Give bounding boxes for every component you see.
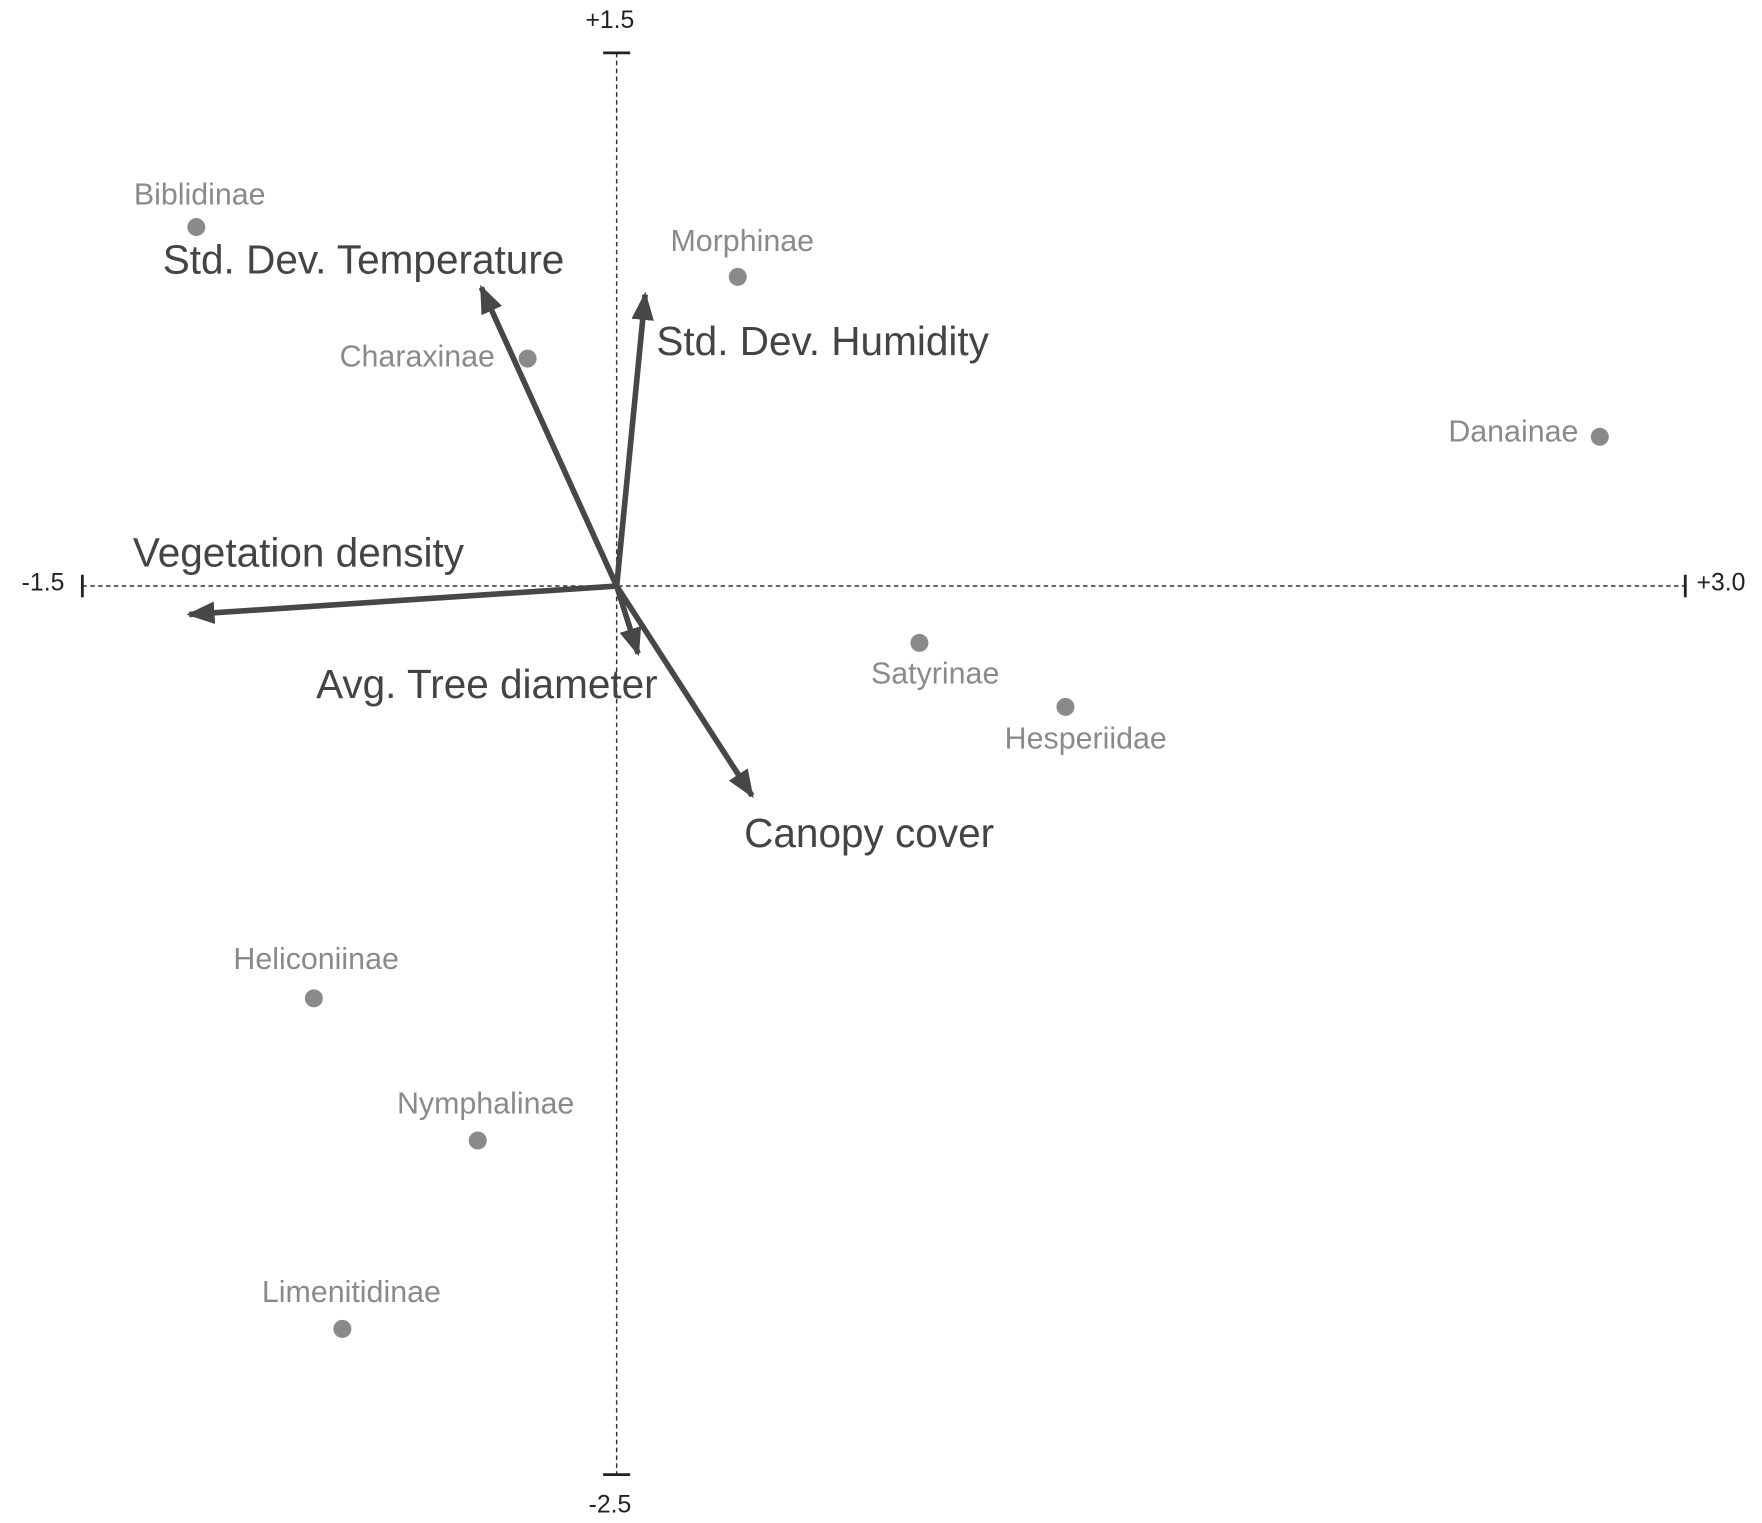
point bbox=[1056, 697, 1075, 716]
point-label: Danainae bbox=[1448, 414, 1578, 448]
point-label: Satyrinae bbox=[871, 657, 999, 691]
point bbox=[187, 218, 206, 237]
x-tick-label: +3.0 bbox=[1697, 569, 1746, 596]
x-tick-label: -1.5 bbox=[22, 569, 65, 596]
point bbox=[468, 1131, 487, 1150]
y-tick-label: -2.5 bbox=[589, 1492, 632, 1519]
point-label: Charaxinae bbox=[340, 340, 495, 374]
vector-label: Avg. Tree diameter bbox=[316, 661, 658, 707]
point bbox=[304, 989, 323, 1008]
point bbox=[333, 1319, 352, 1338]
y-tick-label: +1.5 bbox=[585, 7, 634, 34]
point-label: Limenitidinae bbox=[262, 1275, 441, 1309]
point-label: Heliconiinae bbox=[233, 942, 398, 976]
vector-arrow bbox=[186, 583, 617, 625]
vector-arrow bbox=[613, 585, 642, 657]
point bbox=[728, 267, 747, 286]
vector-label: Vegetation density bbox=[133, 530, 465, 576]
vector-label: Canopy cover bbox=[744, 810, 994, 856]
point-label: Hesperiidae bbox=[1005, 722, 1167, 756]
point bbox=[910, 633, 929, 652]
point-label: Biblidinae bbox=[134, 178, 266, 212]
point bbox=[518, 349, 537, 368]
vector-arrow bbox=[613, 291, 654, 587]
vector-label: Std. Dev. Temperature bbox=[163, 236, 565, 282]
vector-arrow bbox=[614, 584, 755, 799]
vector-label: Std. Dev. Humidity bbox=[656, 318, 989, 364]
point-label: Morphinae bbox=[671, 224, 815, 258]
vector-arrow bbox=[478, 284, 620, 588]
point bbox=[1590, 427, 1609, 446]
point-label: Nymphalinae bbox=[397, 1087, 574, 1121]
